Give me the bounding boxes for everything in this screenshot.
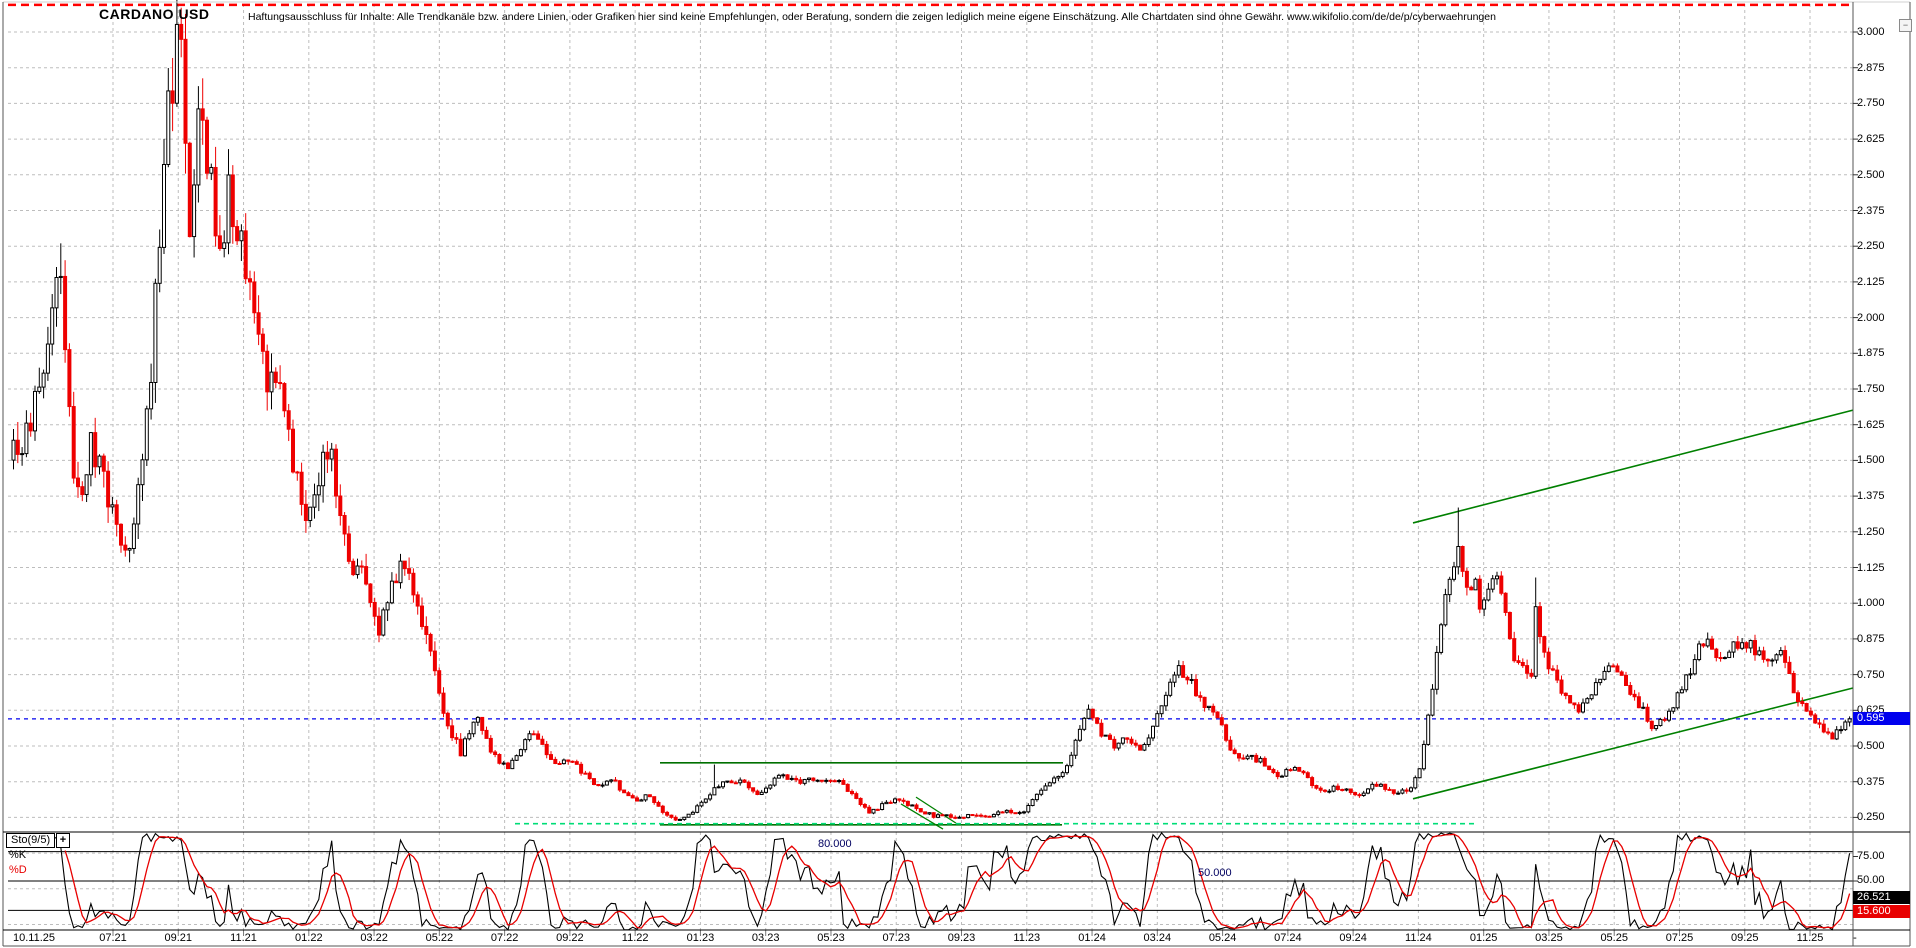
date-axis-label: 09.23 [947,932,976,944]
price-axis-label: 2.375 [1857,204,1885,217]
price-axis-label: 0.250 [1857,811,1885,824]
price-axis-label: 2.500 [1857,168,1885,181]
date-axis-label: 03.22 [360,932,388,944]
price-axis-label: 2.875 [1857,61,1885,74]
price-axis-label: 1.500 [1857,454,1885,467]
price-axis-label: 0.875 [1857,632,1885,645]
date-axis-label: 07.21 [99,932,127,944]
chart-title: CARDANO USD [99,6,210,22]
date-axis-label: 05.22 [425,932,454,944]
date-axis-label: 11.25 [1796,932,1824,944]
date-axis-label: 01.24 [1078,932,1106,944]
price-axis-label: 2.750 [1857,97,1885,110]
sto-d-value-tag: 15.600 [1853,905,1910,918]
date-axis-label: 09.24 [1339,932,1367,944]
price-axis-label: 1.625 [1857,418,1885,431]
date-axis-label: 05.24 [1208,932,1237,944]
date-axis-label: 11.24 [1405,932,1432,944]
price-axis-label: 0.375 [1857,775,1885,788]
date-axis-label: 09.25 [1730,932,1759,944]
date-axis-label: 09.22 [556,932,584,944]
sto-axis-75-label: 75.00 [1857,850,1885,862]
price-axis-label: 2.125 [1857,275,1885,288]
price-axis-label: 1.250 [1857,525,1885,538]
date-axis-label: 01.23 [686,932,715,944]
price-axis-label: 1.750 [1857,383,1885,395]
sto-level-50-label: 50.000 [1198,867,1232,879]
date-axis-label: 01.22 [295,932,323,944]
sto-level-80-label: 80.000 [818,838,852,850]
indicator-expand-button[interactable]: + [56,833,70,848]
current-date-label: 10.11.25 [13,932,56,944]
date-axis-label: 09.21 [164,932,193,944]
date-axis-label: 07.23 [882,932,910,944]
price-axis-label: 2.000 [1857,311,1885,324]
date-axis-label: 01.25 [1469,932,1498,944]
date-axis-label: 07.24 [1274,932,1302,944]
sto-k-value-tag: 26.521 [1853,891,1910,904]
price-axis-label: 1.875 [1857,347,1885,360]
date-axis-label: 03.24 [1143,932,1172,944]
date-axis-label: 05.25 [1600,932,1628,944]
price-axis-label: 2.625 [1857,133,1885,146]
percent-d-label: %D [9,864,27,876]
date-axis-label: 11.22 [621,932,649,944]
percent-k-label: %K [9,849,27,861]
disclaimer-text: Haftungsausschluss für Inhalte: Alle Tre… [248,11,1496,23]
collapse-button[interactable]: − [1899,19,1912,32]
current-price-tag: 0.595 [1853,712,1910,725]
date-axis-label: 07.22 [490,932,519,944]
date-axis-label: 11.21 [230,932,257,944]
sto-axis-50-label: 50.00 [1857,874,1885,886]
price-axis-label: 1.125 [1857,561,1885,574]
indicator-name-box[interactable]: Sto(9/5) [6,833,56,848]
price-axis-label: 3.000 [1857,26,1885,38]
price-axis-label: 1.375 [1857,490,1885,503]
date-axis-label: 03.23 [751,932,780,944]
price-axis-label: 0.750 [1857,668,1885,681]
price-axis-label: 1.000 [1857,597,1885,610]
date-axis-label: 11.23 [1013,932,1041,944]
date-axis-end-dash: - [1853,932,1857,944]
price-axis-label: 2.250 [1857,240,1885,253]
price-axis-label: 0.500 [1857,740,1885,752]
date-axis-label: 05.23 [817,932,845,944]
date-axis-label: 07.25 [1665,932,1694,944]
date-axis-label: 03.25 [1535,932,1563,944]
